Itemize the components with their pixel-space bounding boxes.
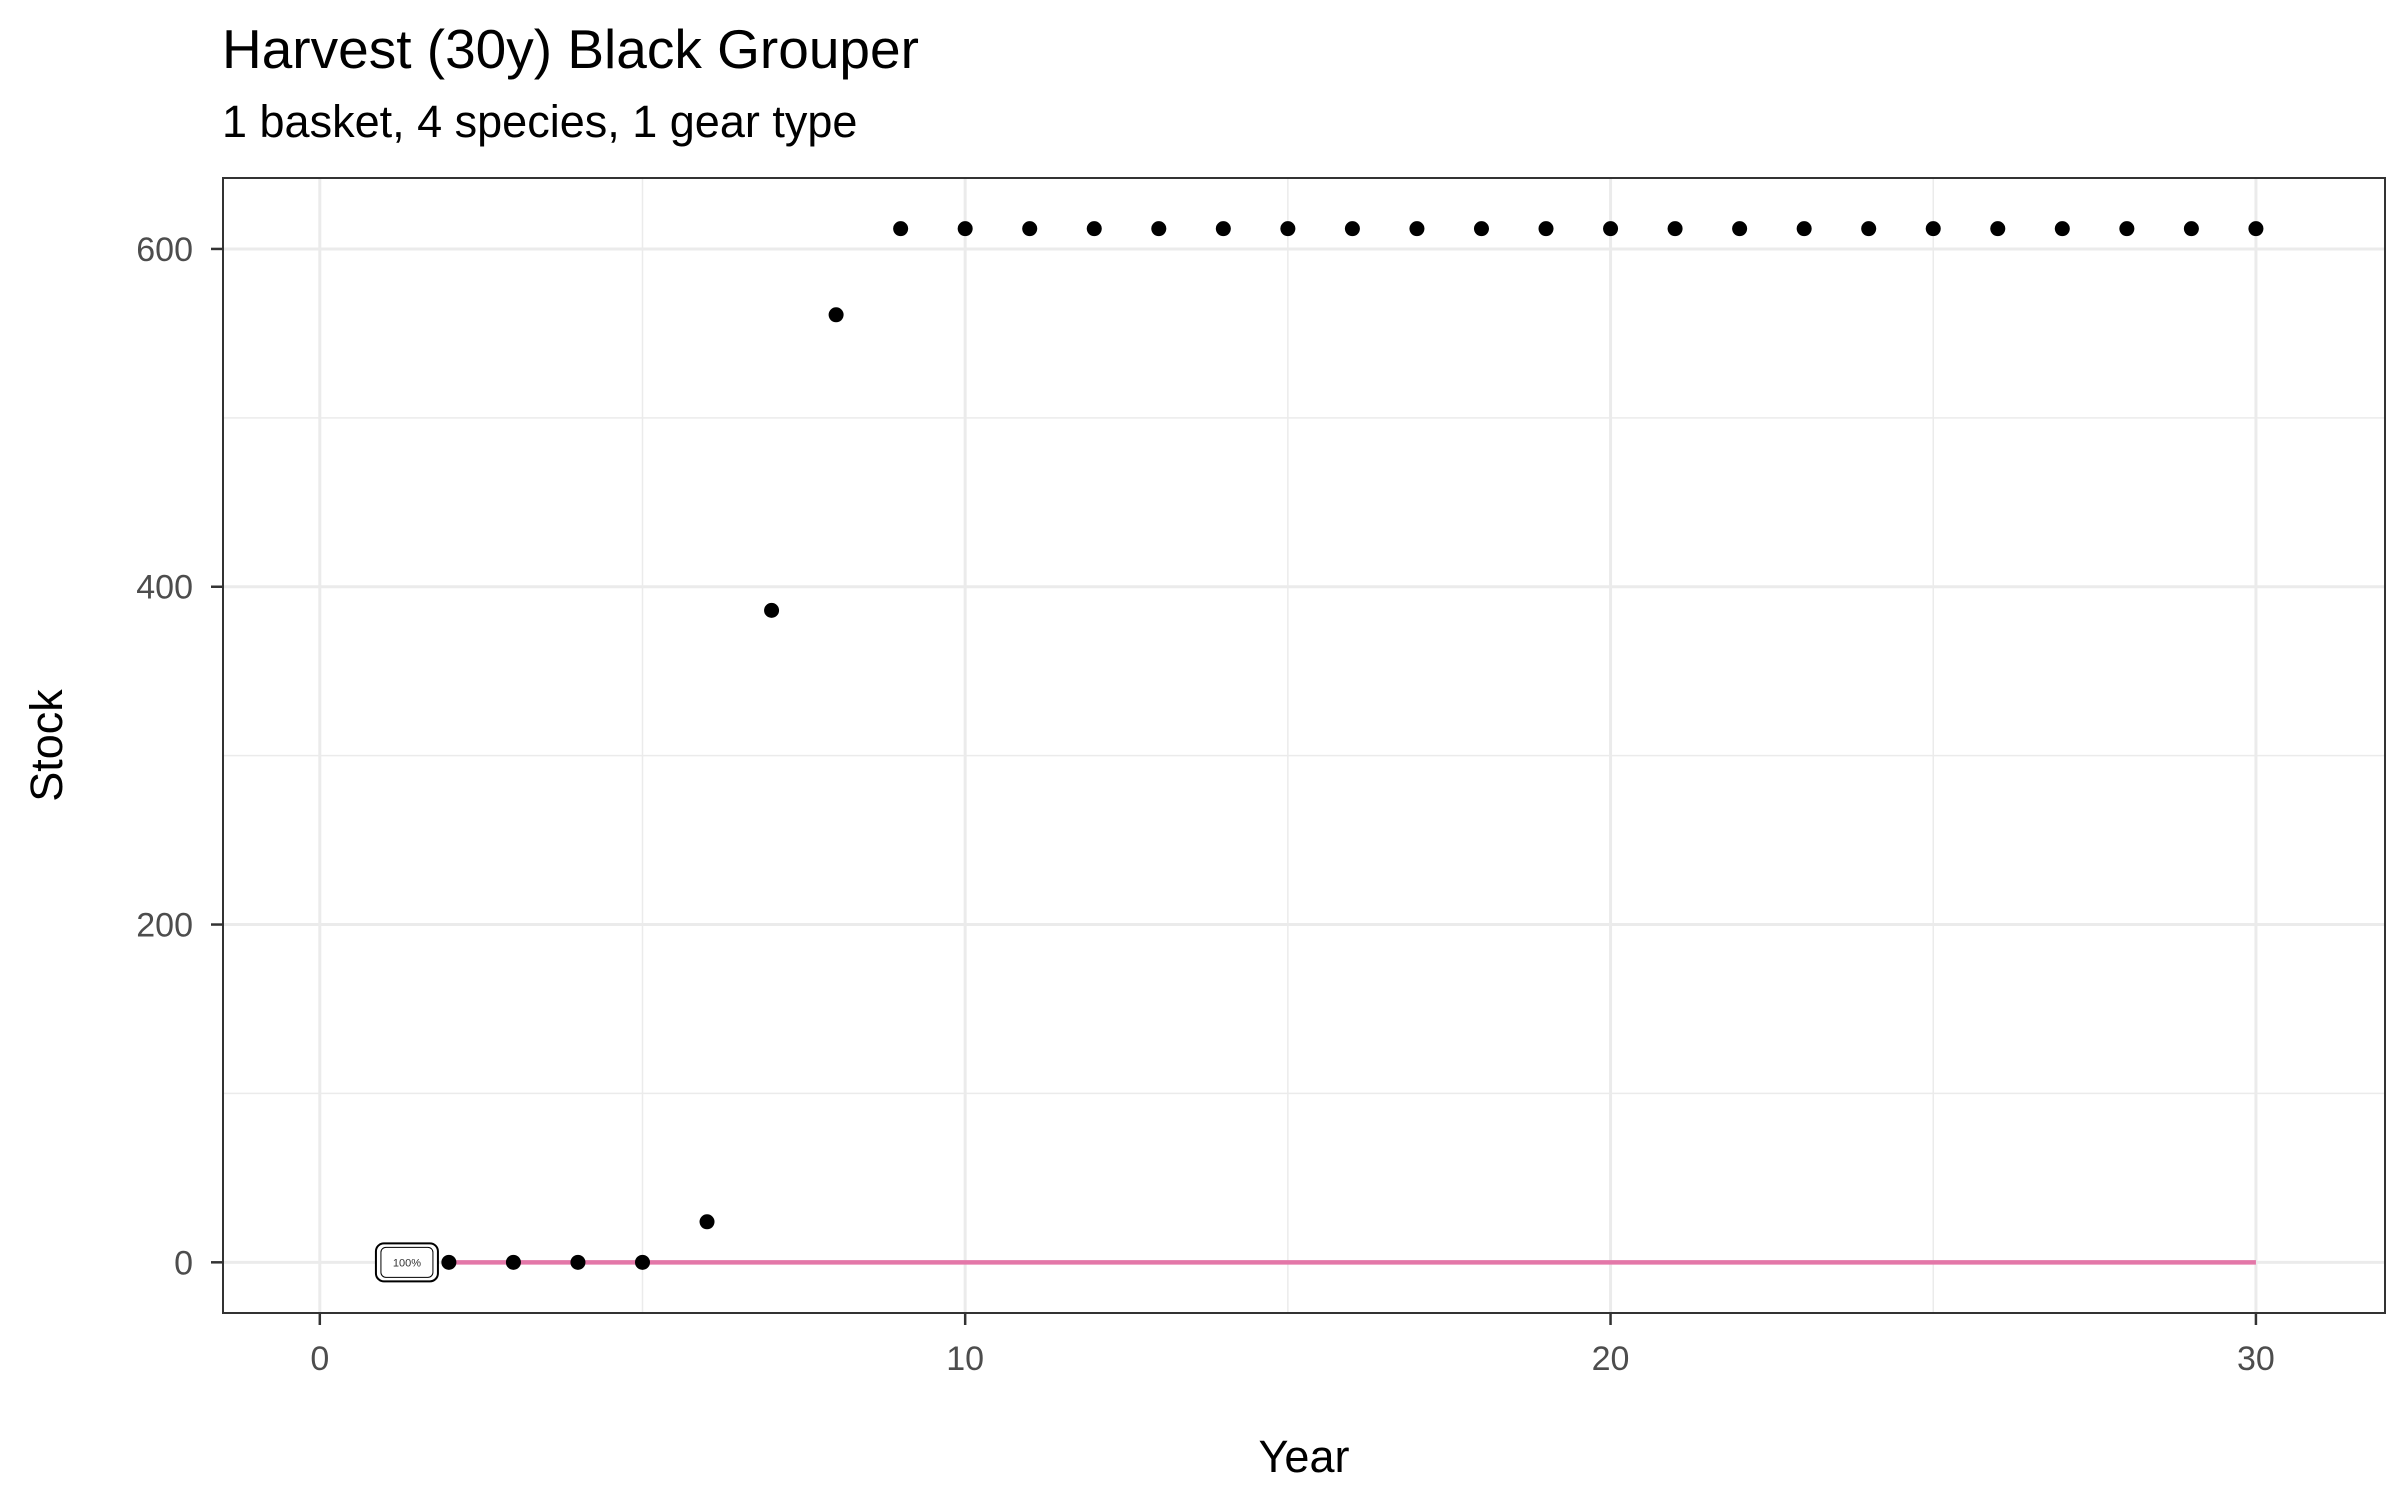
data-point	[1022, 221, 1038, 237]
x-tick-label: 30	[2237, 1340, 2275, 1378]
data-point	[1473, 221, 1489, 237]
data-point	[1086, 221, 1102, 237]
plot-panel	[223, 178, 2385, 1313]
data-point	[1667, 221, 1683, 237]
data-point	[505, 1254, 521, 1270]
plot-border	[222, 177, 2386, 1314]
data-point	[699, 1214, 715, 1230]
x-tick-label: 0	[310, 1340, 329, 1378]
data-point	[441, 1254, 457, 1270]
x-axis-title: Year	[1259, 1431, 1350, 1482]
data-point	[1990, 221, 2006, 237]
y-tick-label: 600	[136, 231, 193, 269]
data-point	[2054, 221, 2070, 237]
y-axis: 0 200 400 600	[136, 231, 223, 1282]
y-tick-label: 400	[136, 569, 193, 607]
y-axis-title: Stock	[21, 689, 72, 802]
data-point	[1215, 221, 1231, 237]
data-point	[1796, 221, 1812, 237]
data-point	[1280, 221, 1296, 237]
annotation-box-outer	[374, 1242, 439, 1283]
data-point	[2248, 221, 2264, 237]
x-tick-label: 10	[946, 1340, 984, 1378]
data-point	[634, 1254, 650, 1270]
data-point	[2183, 221, 2199, 237]
data-point	[764, 602, 780, 618]
percent-annotation: 100%	[374, 1242, 439, 1283]
data-point	[1925, 221, 1941, 237]
grid-minor	[223, 178, 2385, 1313]
data-point	[957, 221, 973, 237]
data-point	[1344, 221, 1360, 237]
data-point	[570, 1254, 586, 1270]
data-point	[1732, 221, 1748, 237]
data-point	[893, 221, 909, 237]
data-point	[1861, 221, 1877, 237]
data-point	[1603, 221, 1619, 237]
data-point	[1409, 221, 1425, 237]
annotation-box-inner	[380, 1246, 434, 1278]
annotation-label: 100%	[393, 1257, 421, 1269]
stock-point-series	[441, 221, 2264, 1270]
x-tick-label: 20	[1592, 1340, 1630, 1378]
y-tick-label: 0	[174, 1244, 193, 1282]
y-tick-label: 200	[136, 907, 193, 945]
chart-subtitle: 1 basket, 4 species, 1 gear type	[222, 96, 858, 147]
chart-title: Harvest (30y) Black Grouper	[222, 18, 919, 80]
data-point	[828, 307, 844, 323]
data-point	[2119, 221, 2135, 237]
x-axis: 0 10 20 30	[310, 1313, 2275, 1378]
data-point	[1538, 221, 1554, 237]
data-point	[1151, 221, 1167, 237]
